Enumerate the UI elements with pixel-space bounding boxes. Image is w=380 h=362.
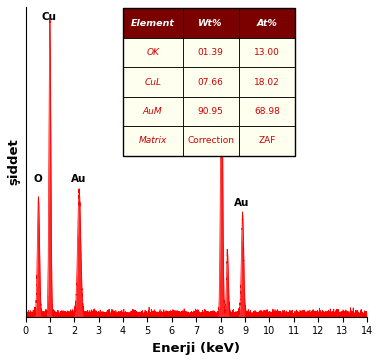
Text: Matrix: Matrix	[138, 136, 167, 146]
Bar	[182, 67, 239, 97]
Text: CuL: CuL	[144, 77, 161, 87]
X-axis label: Enerji (keV): Enerji (keV)	[152, 342, 240, 355]
Text: Cu: Cu	[42, 12, 57, 22]
Bar	[239, 67, 295, 97]
Bar	[123, 8, 182, 38]
Text: 68.98: 68.98	[254, 107, 280, 116]
Text: ZAF: ZAF	[258, 136, 276, 146]
Bar	[182, 126, 239, 156]
Bar	[123, 38, 182, 67]
Text: Element: Element	[131, 19, 175, 28]
Bar	[123, 67, 182, 97]
Bar	[123, 8, 295, 156]
Text: 13.00: 13.00	[254, 48, 280, 57]
Bar	[239, 38, 295, 67]
Y-axis label: şiddet: şiddet	[7, 139, 20, 185]
Bar	[123, 126, 182, 156]
Text: Au: Au	[234, 198, 250, 209]
Text: OK: OK	[146, 48, 159, 57]
Bar	[123, 97, 182, 126]
Text: 01.39: 01.39	[198, 48, 224, 57]
Text: AuM: AuM	[143, 107, 163, 116]
Text: 90.95: 90.95	[198, 107, 224, 116]
Bar	[182, 38, 239, 67]
Bar	[182, 97, 239, 126]
Text: Correction: Correction	[187, 136, 234, 146]
Text: O: O	[34, 173, 43, 184]
Text: At%: At%	[256, 19, 277, 28]
Text: Wt%: Wt%	[198, 19, 223, 28]
Text: Au: Au	[71, 173, 86, 184]
Text: 07.66: 07.66	[198, 77, 224, 87]
Bar	[239, 97, 295, 126]
Text: 18.02: 18.02	[254, 77, 280, 87]
Text: Cu: Cu	[212, 22, 227, 32]
Bar	[239, 126, 295, 156]
Bar	[182, 8, 239, 38]
Bar	[239, 8, 295, 38]
